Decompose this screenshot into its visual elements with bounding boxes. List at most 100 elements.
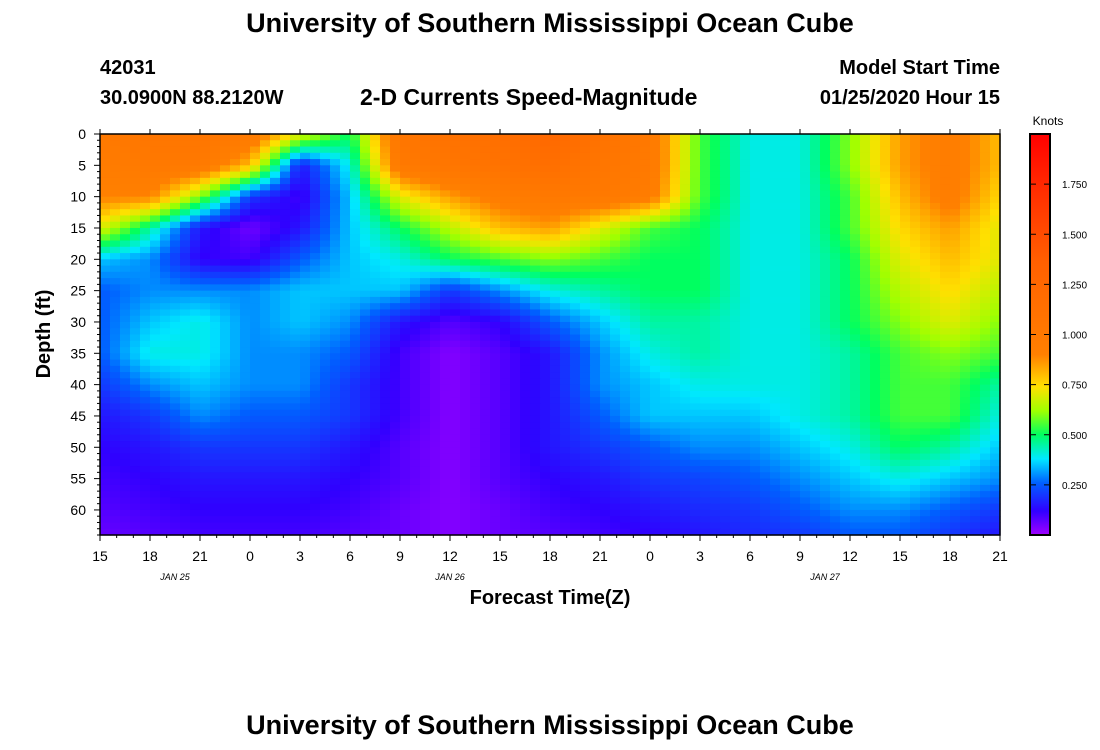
heatmap-cell: [570, 234, 581, 242]
heatmap-cell: [730, 340, 741, 348]
heatmap-cell: [130, 453, 141, 461]
heatmap-cell: [920, 453, 931, 461]
heatmap-cell: [320, 177, 331, 185]
heatmap-cell: [410, 447, 421, 455]
heatmap-cell: [320, 290, 331, 298]
heatmap-cell: [130, 278, 141, 285]
heatmap-cell: [930, 259, 941, 267]
heatmap-cell: [450, 184, 461, 191]
heatmap-cell: [910, 409, 921, 417]
heatmap-cell: [120, 453, 131, 461]
heatmap-cell: [860, 284, 871, 292]
heatmap-cell: [140, 221, 151, 229]
heatmap-cell: [710, 397, 721, 405]
heatmap-cell: [160, 215, 171, 223]
heatmap-cell: [790, 397, 801, 405]
heatmap-cell: [590, 140, 601, 148]
heatmap-cell: [890, 202, 901, 210]
heatmap-cell: [360, 152, 371, 160]
heatmap-cell: [440, 221, 451, 229]
heatmap-cell: [890, 328, 901, 336]
heatmap-cell: [760, 472, 771, 480]
heatmap-cell: [450, 303, 461, 311]
heatmap-cell: [840, 271, 851, 279]
heatmap-cell: [520, 434, 531, 442]
heatmap-cell: [110, 466, 121, 473]
heatmap-cell: [350, 340, 361, 348]
heatmap-cell: [790, 378, 801, 386]
heatmap-cell: [200, 171, 211, 179]
heatmap-cell: [600, 246, 611, 254]
heatmap-cell: [430, 146, 441, 154]
heatmap-cell: [870, 390, 881, 398]
heatmap-cell: [400, 209, 411, 217]
heatmap-cell: [540, 296, 551, 304]
heatmap-cell: [210, 415, 221, 423]
heatmap-cell: [200, 221, 211, 229]
heatmap-cell: [610, 372, 621, 379]
heatmap-cell: [850, 422, 861, 430]
heatmap-cell: [250, 434, 261, 442]
heatmap-cell: [470, 165, 481, 173]
heatmap-cell: [620, 227, 631, 235]
heatmap-cell: [160, 309, 171, 317]
heatmap-cell: [380, 184, 391, 191]
heatmap-cell: [790, 409, 801, 417]
heatmap-cell: [890, 453, 901, 461]
heatmap-cell: [490, 378, 501, 386]
heatmap-cell: [180, 140, 191, 148]
heatmap-cell: [150, 246, 161, 254]
heatmap-cell: [450, 246, 461, 254]
heatmap-cell: [550, 259, 561, 267]
heatmap-cell: [330, 240, 341, 248]
heatmap-cell: [740, 177, 751, 185]
heatmap-cell: [140, 159, 151, 166]
heatmap-cell: [860, 209, 871, 217]
heatmap-cell: [990, 321, 1001, 329]
heatmap-cell: [460, 265, 471, 273]
heatmap-cell: [730, 384, 741, 392]
heatmap-cell: [430, 209, 441, 217]
heatmap-cell: [300, 259, 311, 267]
heatmap-cell: [690, 290, 701, 298]
heatmap-cell: [720, 227, 731, 235]
heatmap-cell: [140, 447, 151, 455]
heatmap-cell: [150, 152, 161, 160]
heatmap-cell: [720, 253, 731, 260]
heatmap-cell: [620, 259, 631, 267]
heatmap-cell: [140, 340, 151, 348]
heatmap-cell: [420, 353, 431, 361]
heatmap-cell: [860, 334, 871, 342]
heatmap-cell: [220, 353, 231, 361]
heatmap-cell: [450, 472, 461, 480]
heatmap-cell: [940, 397, 951, 405]
heatmap-cell: [260, 234, 271, 242]
heatmap-cell: [280, 403, 291, 411]
heatmap-cell: [340, 140, 351, 148]
heatmap-cell: [630, 378, 641, 386]
heatmap-cell: [980, 409, 991, 417]
heatmap-cell: [530, 134, 541, 141]
heatmap-cell: [940, 177, 951, 185]
heatmap-cell: [100, 478, 111, 486]
heatmap-cell: [130, 459, 141, 467]
heatmap-cell: [150, 472, 161, 480]
heatmap-cell: [420, 290, 431, 298]
heatmap-cell: [490, 472, 501, 480]
heatmap-cell: [490, 240, 501, 248]
heatmap-cell: [150, 134, 161, 141]
heatmap-cell: [510, 472, 521, 480]
heatmap-cell: [910, 415, 921, 423]
heatmap-cell: [700, 246, 711, 254]
heatmap-cell: [440, 140, 451, 148]
heatmap-cell: [480, 177, 491, 185]
heatmap-cell: [800, 196, 811, 204]
heatmap-cell: [610, 309, 621, 317]
heatmap-cell: [900, 372, 911, 379]
heatmap-cell: [900, 165, 911, 173]
heatmap-cell: [360, 303, 371, 311]
heatmap-cell: [880, 290, 891, 298]
heatmap-cell: [120, 190, 131, 198]
heatmap-cell: [670, 315, 681, 323]
heatmap-cell: [660, 284, 671, 292]
